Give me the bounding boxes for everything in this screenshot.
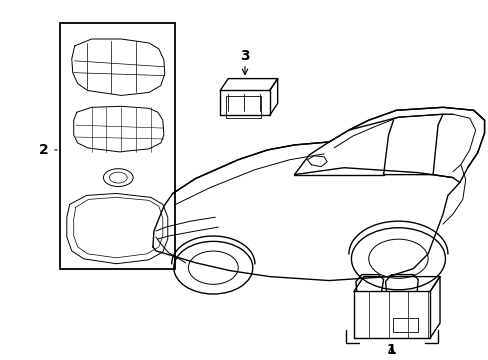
Text: 1: 1	[386, 343, 396, 357]
Bar	[226, 96, 260, 118]
Text: 2: 2	[39, 143, 49, 157]
Bar	[60, 23, 174, 269]
Text: 3: 3	[240, 49, 249, 63]
Bar	[393, 318, 417, 332]
